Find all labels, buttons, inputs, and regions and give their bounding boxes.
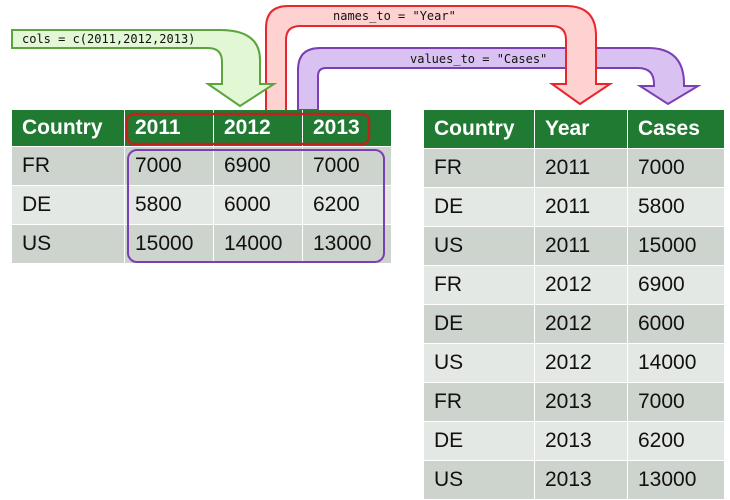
table-cell: DE [424, 305, 535, 344]
wide-header-2011: 2011 [125, 110, 214, 147]
table-row: FR 2012 6900 [424, 266, 725, 305]
table-cell: 13000 [628, 461, 725, 500]
table-row: DE 2012 6000 [424, 305, 725, 344]
table-cell: DE [12, 186, 125, 225]
cols-arrow [11, 29, 278, 108]
wide-header-2013: 2013 [303, 110, 392, 147]
table-cell: FR [424, 149, 535, 188]
table-cell: 7000 [303, 147, 392, 186]
table-cell: DE [424, 422, 535, 461]
table-cell: 6200 [303, 186, 392, 225]
table-cell: 6200 [628, 422, 725, 461]
cols-label: cols = c(2011,2012,2013) [22, 32, 196, 46]
table-cell: FR [12, 147, 125, 186]
table-row: US 2011 15000 [424, 227, 725, 266]
table-cell: US [424, 344, 535, 383]
long-table: Country Year Cases FR 2011 7000 DE 2011 … [424, 110, 725, 500]
table-cell: 7000 [125, 147, 214, 186]
table-cell: 2012 [535, 266, 628, 305]
table-row: DE 2013 6200 [424, 422, 725, 461]
table-cell: 2012 [535, 305, 628, 344]
table-cell: 2012 [535, 344, 628, 383]
values-to-arrow [297, 47, 702, 111]
table-cell: 2011 [535, 227, 628, 266]
table-cell: 15000 [628, 227, 725, 266]
table-row: US 2012 14000 [424, 344, 725, 383]
table-cell: 7000 [628, 383, 725, 422]
table-cell: FR [424, 266, 535, 305]
long-header-row: Country Year Cases [424, 110, 725, 149]
table-cell: US [424, 461, 535, 500]
table-cell: 2013 [535, 461, 628, 500]
table-cell: US [12, 225, 125, 264]
table-cell: 5800 [628, 188, 725, 227]
table-row: FR 7000 6900 7000 [12, 147, 392, 186]
table-cell: 2013 [535, 383, 628, 422]
wide-header-row: Country 2011 2012 2013 [12, 110, 392, 147]
table-cell: 6900 [214, 147, 303, 186]
long-header-country: Country [424, 110, 535, 149]
table-row: FR 2011 7000 [424, 149, 725, 188]
table-row: DE 5800 6000 6200 [12, 186, 392, 225]
table-cell: US [424, 227, 535, 266]
table-cell: 2013 [535, 422, 628, 461]
table-cell: 14000 [214, 225, 303, 264]
table-row: FR 2013 7000 [424, 383, 725, 422]
table-cell: FR [424, 383, 535, 422]
table-cell: 7000 [628, 149, 725, 188]
table-cell: 6000 [628, 305, 725, 344]
long-header-year: Year [535, 110, 628, 149]
wide-table: Country 2011 2012 2013 FR 7000 6900 7000… [12, 110, 392, 264]
table-cell: 15000 [125, 225, 214, 264]
table-cell: 14000 [628, 344, 725, 383]
table-cell: 2011 [535, 188, 628, 227]
names-to-arrow [265, 5, 614, 117]
wide-header-country: Country [12, 110, 125, 147]
wide-header-2012: 2012 [214, 110, 303, 147]
table-cell: 6900 [628, 266, 725, 305]
table-row: DE 2011 5800 [424, 188, 725, 227]
long-header-cases: Cases [628, 110, 725, 149]
table-row: US 15000 14000 13000 [12, 225, 392, 264]
year-headers-highlight [125, 112, 371, 146]
table-cell: DE [424, 188, 535, 227]
table-row: US 2013 13000 [424, 461, 725, 500]
names-to-label: names_to = "Year" [333, 9, 456, 23]
table-cell: 2011 [535, 149, 628, 188]
values-to-label: values_to = "Cases" [410, 52, 548, 66]
table-cell: 5800 [125, 186, 214, 225]
table-cell: 13000 [303, 225, 392, 264]
values-highlight [127, 149, 385, 263]
table-cell: 6000 [214, 186, 303, 225]
